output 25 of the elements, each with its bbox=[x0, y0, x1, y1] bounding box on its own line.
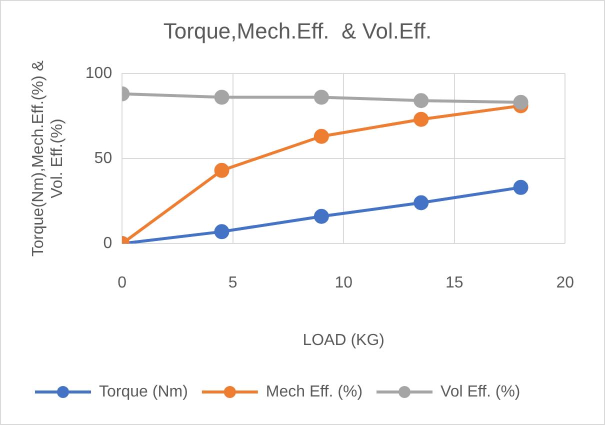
point bbox=[414, 112, 429, 127]
point bbox=[314, 128, 329, 144]
legend-label: Mech Eff. (%) bbox=[266, 383, 363, 400]
legend-label: Torque (Nm) bbox=[99, 383, 188, 400]
point bbox=[414, 93, 429, 108]
chart-title: Torque,Mech.Eff. & Vol.Eff. bbox=[163, 18, 432, 44]
point bbox=[214, 224, 230, 240]
point bbox=[314, 90, 329, 105]
x-tick-label: 10 bbox=[334, 274, 353, 292]
point bbox=[513, 94, 528, 110]
y-tick-label: 100 bbox=[85, 64, 112, 82]
x-tick-label: 15 bbox=[445, 274, 464, 292]
legend-label: Vol Eff. (%) bbox=[440, 383, 520, 400]
x-tick-label: 20 bbox=[556, 274, 574, 292]
point bbox=[513, 180, 528, 195]
y-tick-label: 0 bbox=[103, 235, 112, 252]
point bbox=[214, 162, 230, 178]
point bbox=[214, 90, 230, 105]
y-axis-title: Torque(Nm),Mech.Eff.(%) & Vol. Eff.(%) bbox=[30, 60, 66, 257]
x-tick-label: 0 bbox=[118, 274, 127, 292]
y-tick-label: 50 bbox=[94, 150, 112, 167]
x-tick-label: 5 bbox=[228, 274, 238, 292]
point bbox=[414, 195, 429, 210]
point bbox=[314, 208, 329, 224]
x-axis-title: LOAD (KG) bbox=[302, 332, 384, 349]
